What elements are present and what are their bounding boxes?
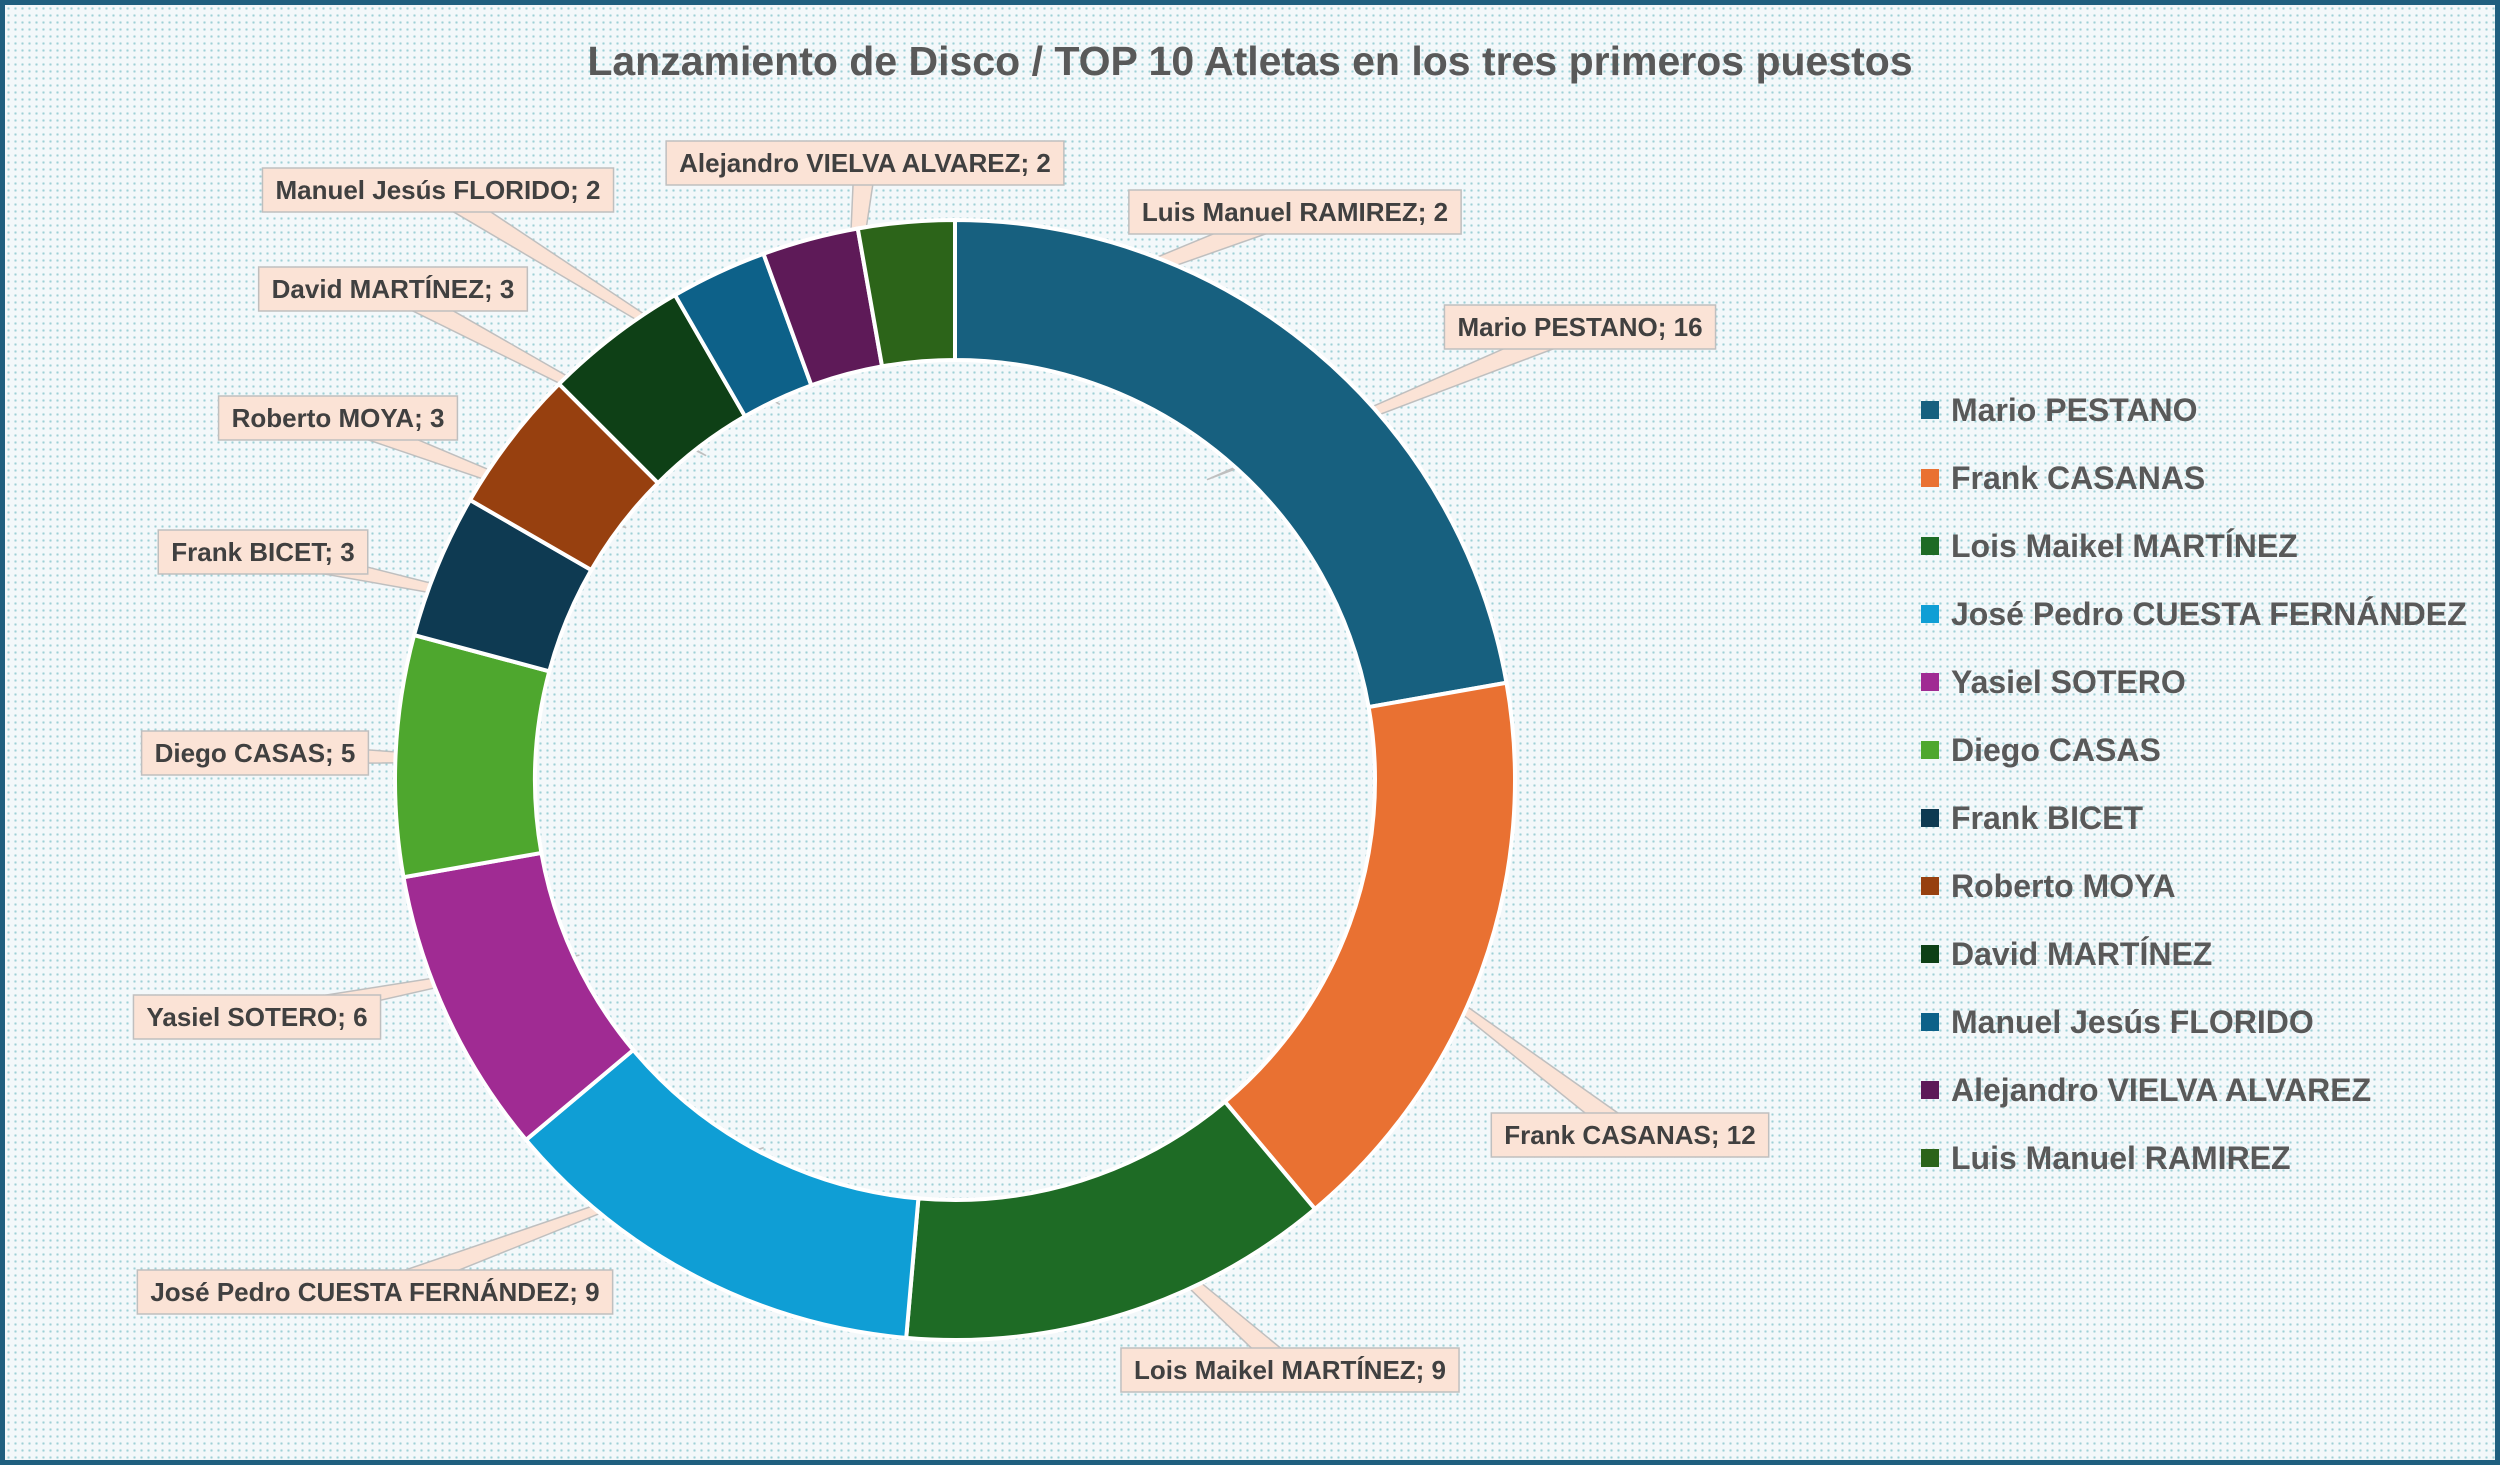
legend-item-6: Diego CASAS: [1921, 732, 2161, 768]
data-label-text: Frank CASANAS; 12: [1504, 1120, 1755, 1150]
data-label-box: [157, 529, 369, 575]
legend-label: Lois Maikel MARTÍNEZ: [1951, 528, 2298, 564]
data-label-7: Frank BICET; 3: [157, 529, 369, 575]
slice-6: [393, 632, 552, 880]
data-label-box: [1443, 304, 1717, 350]
legend-item-12: Luis Manuel RAMIREZ: [1921, 1140, 2291, 1176]
slice-3: [904, 1098, 1318, 1342]
legend-swatch: [1921, 945, 1939, 963]
data-label-text: Manuel Jesús FLORIDO; 2: [275, 175, 600, 205]
legend-item-5: Yasiel SOTERO: [1921, 664, 2186, 700]
legend-swatch: [1921, 537, 1939, 555]
legend-label: Manuel Jesús FLORIDO: [1951, 1004, 2314, 1040]
data-label-10: Manuel Jesús FLORIDO; 2: [261, 167, 615, 213]
data-label-5: Yasiel SOTERO; 6: [132, 994, 382, 1040]
legend-item-2: Frank CASANAS: [1921, 460, 2205, 496]
data-label-text: José Pedro CUESTA FERNÁNDEZ; 9: [150, 1277, 599, 1307]
data-label-box: [1490, 1112, 1770, 1158]
data-label-text: Mario PESTANO; 16: [1457, 312, 1702, 342]
slice-12: [855, 217, 957, 369]
data-label-11: Alejandro VIELVA ALVAREZ; 2: [665, 140, 1065, 186]
legend-swatch: [1921, 1081, 1939, 1099]
legend-item-7: Frank BICET: [1921, 800, 2143, 836]
data-label-text: Alejandro VIELVA ALVAREZ; 2: [679, 148, 1051, 178]
legend-item-4: José Pedro CUESTA FERNÁNDEZ: [1921, 596, 2467, 632]
legend-item-1: Mario PESTANO: [1921, 392, 2198, 428]
slice-1: [953, 217, 1509, 710]
chart-title: Lanzamiento de Disco / TOP 10 Atletas en…: [587, 38, 1912, 84]
data-label-box: [257, 266, 529, 312]
legend-item-9: David MARTÍNEZ: [1921, 936, 2212, 972]
legend-swatch: [1921, 1013, 1939, 1031]
data-label-2: Frank CASANAS; 12: [1490, 1112, 1770, 1158]
data-label-text: Frank BICET; 3: [171, 537, 355, 567]
legend-label: José Pedro CUESTA FERNÁNDEZ: [1951, 596, 2467, 632]
legend: Mario PESTANO Frank CASANAS Lois Maikel MA…: [1921, 392, 2467, 1176]
legend-label: Frank CASANAS: [1951, 460, 2205, 496]
data-label-1: Mario PESTANO; 16: [1443, 304, 1717, 350]
data-label-box: [217, 395, 459, 441]
legend-swatch: [1921, 809, 1939, 827]
legend-label: Diego CASAS: [1951, 732, 2161, 768]
legend-label: Mario PESTANO: [1951, 392, 2198, 428]
legend-swatch: [1921, 401, 1939, 419]
legend-swatch: [1921, 605, 1939, 623]
data-label-3: Lois Maikel MARTÍNEZ; 9: [1120, 1347, 1460, 1393]
slice-2: [1222, 680, 1517, 1212]
data-label-box: [261, 167, 615, 213]
data-label-box: [1128, 189, 1462, 235]
data-label-box: [1120, 1347, 1460, 1393]
data-label-6: Diego CASAS; 5: [140, 730, 370, 776]
data-label-text: Diego CASAS; 5: [155, 738, 356, 768]
data-label-text: Luis Manuel RAMIREZ; 2: [1142, 197, 1448, 227]
legend-label: Alejandro VIELVA ALVAREZ: [1951, 1072, 2371, 1108]
slice-layer: [393, 217, 1517, 1342]
data-label-4: José Pedro CUESTA FERNÁNDEZ; 9: [136, 1269, 614, 1315]
data-label-text: Roberto MOYA; 3: [232, 403, 445, 433]
legend-swatch: [1921, 673, 1939, 691]
data-label-text: Lois Maikel MARTÍNEZ; 9: [1134, 1355, 1446, 1385]
legend-swatch: [1921, 469, 1939, 487]
legend-swatch: [1921, 1149, 1939, 1167]
legend-label: David MARTÍNEZ: [1951, 936, 2212, 972]
legend-label: Yasiel SOTERO: [1951, 664, 2186, 700]
data-label-8: Roberto MOYA; 3: [217, 395, 459, 441]
legend-item-3: Lois Maikel MARTÍNEZ: [1921, 528, 2298, 564]
legend-item-11: Alejandro VIELVA ALVAREZ: [1921, 1072, 2371, 1108]
legend-item-8: Roberto MOYA: [1921, 868, 2176, 904]
data-label-text: David MARTÍNEZ; 3: [272, 274, 515, 304]
legend-label: Frank BICET: [1951, 800, 2143, 836]
data-label-box: [140, 730, 370, 776]
data-label-text: Yasiel SOTERO; 6: [146, 1002, 367, 1032]
legend-item-10: Manuel Jesús FLORIDO: [1921, 1004, 2314, 1040]
label-layer: Mario PESTANO; 16 Frank CASANAS; 12 Lois M…: [132, 140, 1770, 1393]
legend-label: Luis Manuel RAMIREZ: [1951, 1140, 2291, 1176]
legend-swatch: [1921, 877, 1939, 895]
data-label-9: David MARTÍNEZ; 3: [257, 266, 529, 312]
legend-swatch: [1921, 741, 1939, 759]
data-label-box: [136, 1269, 614, 1315]
data-label-12: Luis Manuel RAMIREZ; 2: [1128, 189, 1462, 235]
legend-label: Roberto MOYA: [1951, 868, 2176, 904]
doughnut-chart: Lanzamiento de Disco / TOP 10 Atletas en…: [132, 38, 2467, 1393]
data-label-box: [665, 140, 1065, 186]
data-label-box: [132, 994, 382, 1040]
